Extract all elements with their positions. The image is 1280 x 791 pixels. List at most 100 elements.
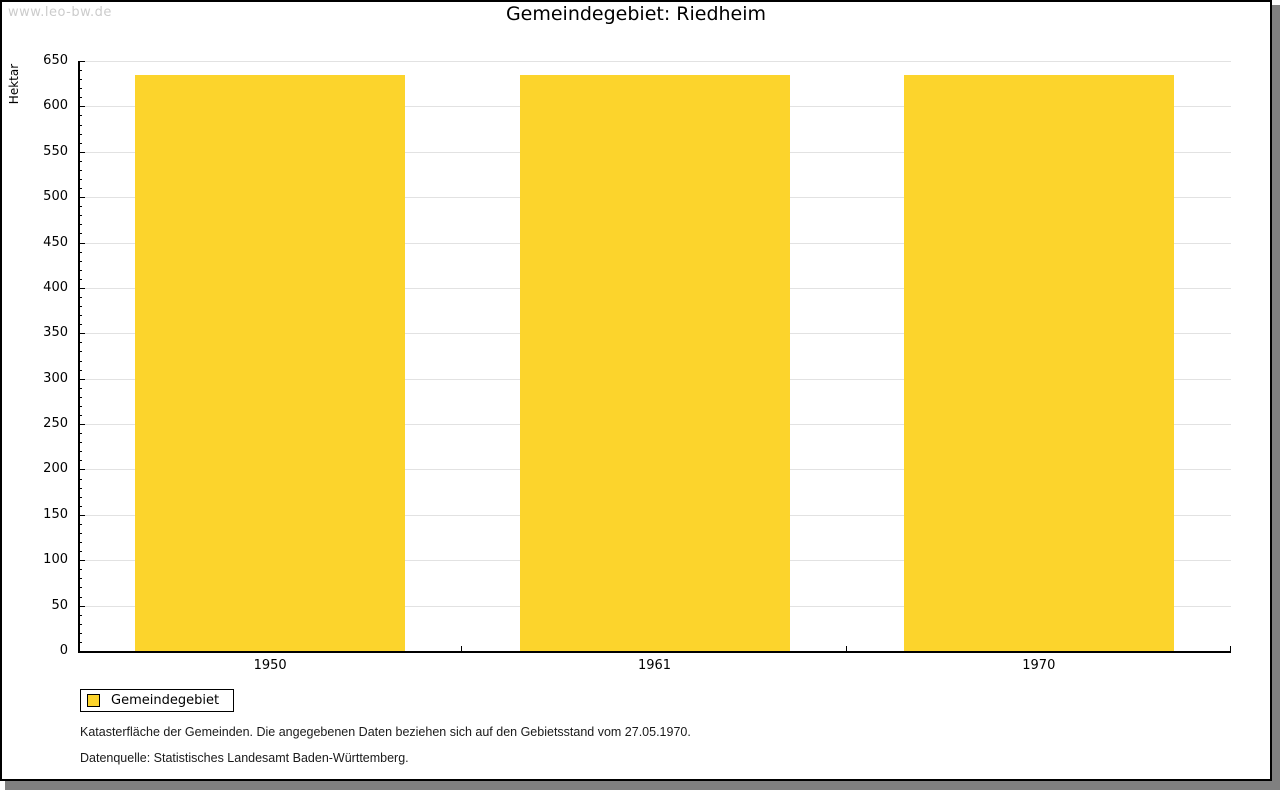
y-minor-tick [78,297,82,298]
y-minor-tick [78,351,82,353]
y-major-tick [78,287,85,289]
y-major-tick [78,197,85,199]
y-minor-tick [78,269,82,271]
y-minor-tick [78,169,82,171]
y-minor-tick [78,415,82,416]
y-axis-line [78,61,80,653]
y-minor-tick [78,442,82,444]
y-minor-tick [78,460,82,462]
legend-label: Gemeindegebiet [111,693,220,708]
y-minor-tick [78,387,82,389]
y-minor-tick [78,342,82,344]
y-minor-tick [78,487,82,489]
y-major-tick [78,424,85,426]
y-minor-tick [78,587,82,589]
y-minor-tick [78,569,82,571]
footnote-description: Katasterfläche der Gemeinden. Die angege… [80,725,691,739]
y-tick-label: 600 [43,98,68,114]
y-major-tick [78,514,85,516]
y-minor-tick [78,542,82,544]
footnote-source: Datenquelle: Statistisches Landesamt Bad… [80,751,409,765]
y-tick-label: 650 [43,53,68,68]
x-tick [461,646,462,651]
y-major-tick [78,61,85,62]
y-minor-tick [78,315,82,317]
y-minor-tick [78,614,82,616]
y-tick-label: 200 [43,461,68,477]
y-minor-tick [78,478,82,480]
y-minor-tick [78,324,82,326]
chart-title: Gemeindegebiet: Riedheim [505,3,767,25]
x-tick-label: 1950 [253,658,287,673]
y-tick-label: 150 [43,506,68,522]
y-tick-label: 350 [43,325,68,341]
y-minor-tick [78,578,82,580]
y-tick-label: 400 [43,279,68,295]
y-minor-tick [78,596,82,598]
y-minor-tick [78,115,82,117]
y-minor-tick [78,97,82,99]
y-minor-tick [78,623,82,625]
bar [135,74,406,651]
y-axis-title: Hektar [7,63,21,105]
y-tick-label: 300 [43,370,68,386]
y-minor-tick [78,188,82,190]
y-minor-tick [78,306,82,308]
y-minor-tick [78,70,82,72]
y-minor-tick [78,369,82,371]
y-major-tick [78,378,85,380]
watermark: www.leo-bw.de [8,5,112,20]
y-major-tick [78,106,85,108]
x-tick-label: 1961 [637,658,672,673]
y-tick-label: 0 [59,643,68,658]
y-minor-tick [78,79,82,81]
y-tick-label: 550 [43,143,68,159]
y-minor-tick [78,360,82,362]
y-minor-tick [78,533,82,534]
y-minor-tick [78,278,82,280]
y-minor-tick [78,88,82,90]
x-tick-label: 1970 [1022,658,1056,673]
gridline [78,61,1231,62]
y-tick-label: 500 [43,189,68,205]
y-major-tick [78,333,85,335]
y-minor-tick [78,496,82,498]
y-minor-tick [78,142,82,144]
y-minor-tick [78,632,82,634]
y-minor-tick [78,551,82,553]
y-minor-tick [78,124,82,126]
y-major-tick [78,605,85,607]
y-tick-label: 50 [51,597,68,613]
x-tick [846,646,847,651]
y-minor-tick [78,433,82,435]
y-tick-label: 250 [43,416,68,432]
y-minor-tick [78,641,82,643]
y-minor-tick [78,451,82,453]
legend-swatch [87,694,100,707]
y-minor-tick [78,405,82,407]
y-minor-tick [78,396,82,398]
y-tick-label: 100 [43,552,68,568]
y-minor-tick [78,206,82,208]
legend: Gemeindegebiet [80,689,235,712]
plot-area: 0 50 100 150 200 250 300 350 400 450 500 550 600 650 1… [43,53,1231,673]
y-minor-tick [78,224,82,226]
y-minor-tick [78,233,82,235]
y-major-tick [78,151,85,153]
y-major-tick [78,469,85,471]
y-minor-tick [78,251,82,253]
y-major-tick [78,242,85,244]
y-tick-label: 450 [43,234,68,250]
y-minor-tick [78,523,82,525]
y-minor-tick [78,215,82,217]
y-major-tick [78,560,85,562]
bar [903,74,1174,651]
y-minor-tick [78,160,82,162]
bar [519,74,790,651]
y-minor-tick [78,260,82,262]
x-axis-line [78,651,1231,653]
y-minor-tick [78,133,82,135]
y-minor-tick [78,179,82,180]
y-minor-tick [78,505,82,507]
